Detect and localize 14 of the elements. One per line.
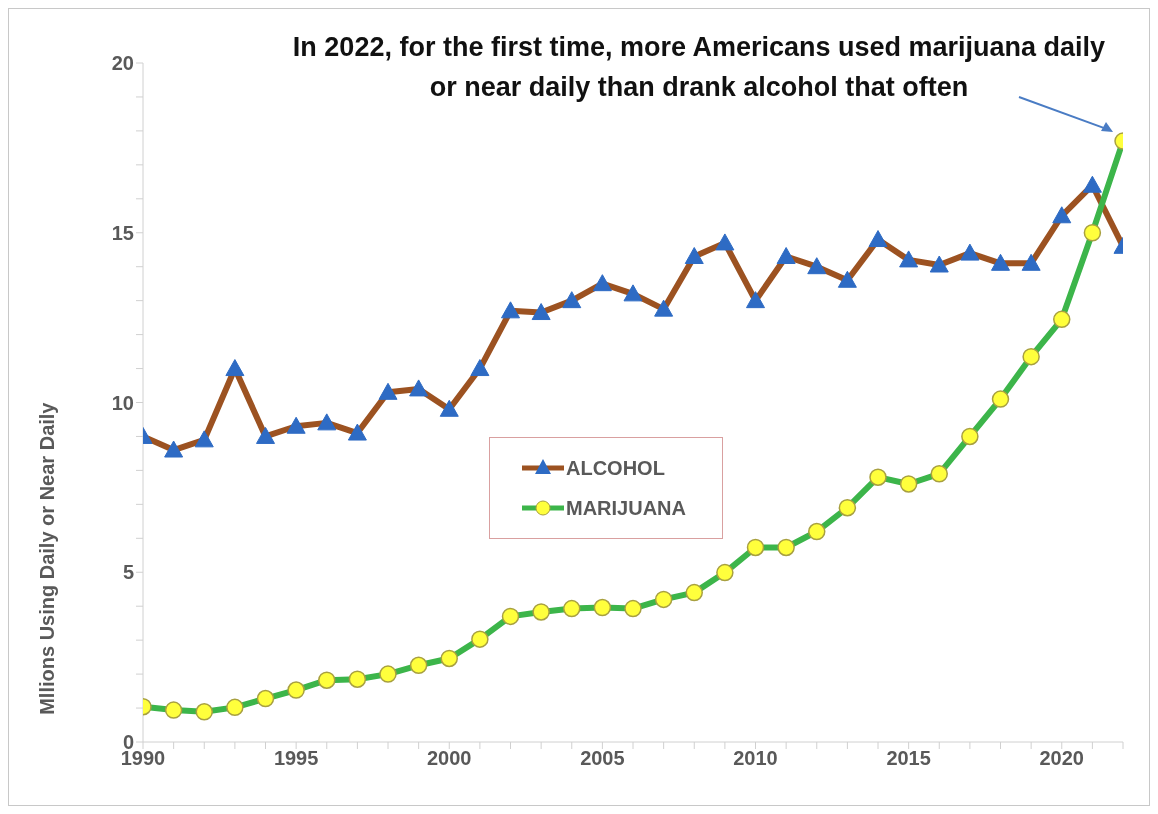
y-tick-label: 15	[111, 221, 134, 244]
annotation: In 2022, for the first time, more Americans used marijuana daily or near daily than drank alcohol that often	[291, 31, 1107, 104]
y-tick-label: 20	[111, 52, 134, 75]
y-tick-label: 5	[122, 561, 134, 584]
y-axis-title: Mllions Using Daily or Near Daily	[36, 401, 59, 715]
x-tick-label: 1995	[273, 747, 319, 770]
x-tick-label: 2015	[886, 747, 931, 770]
legend-label: ALCOHOL	[566, 456, 665, 480]
y-tick-label: 10	[111, 391, 134, 414]
legend-label: MARIJUANA	[566, 496, 686, 520]
x-tick-label: 2010	[733, 747, 778, 770]
x-tick-label: 2000	[427, 747, 472, 770]
x-tick-label: 2020	[1039, 747, 1084, 770]
x-tick-label: 2005	[580, 747, 625, 770]
